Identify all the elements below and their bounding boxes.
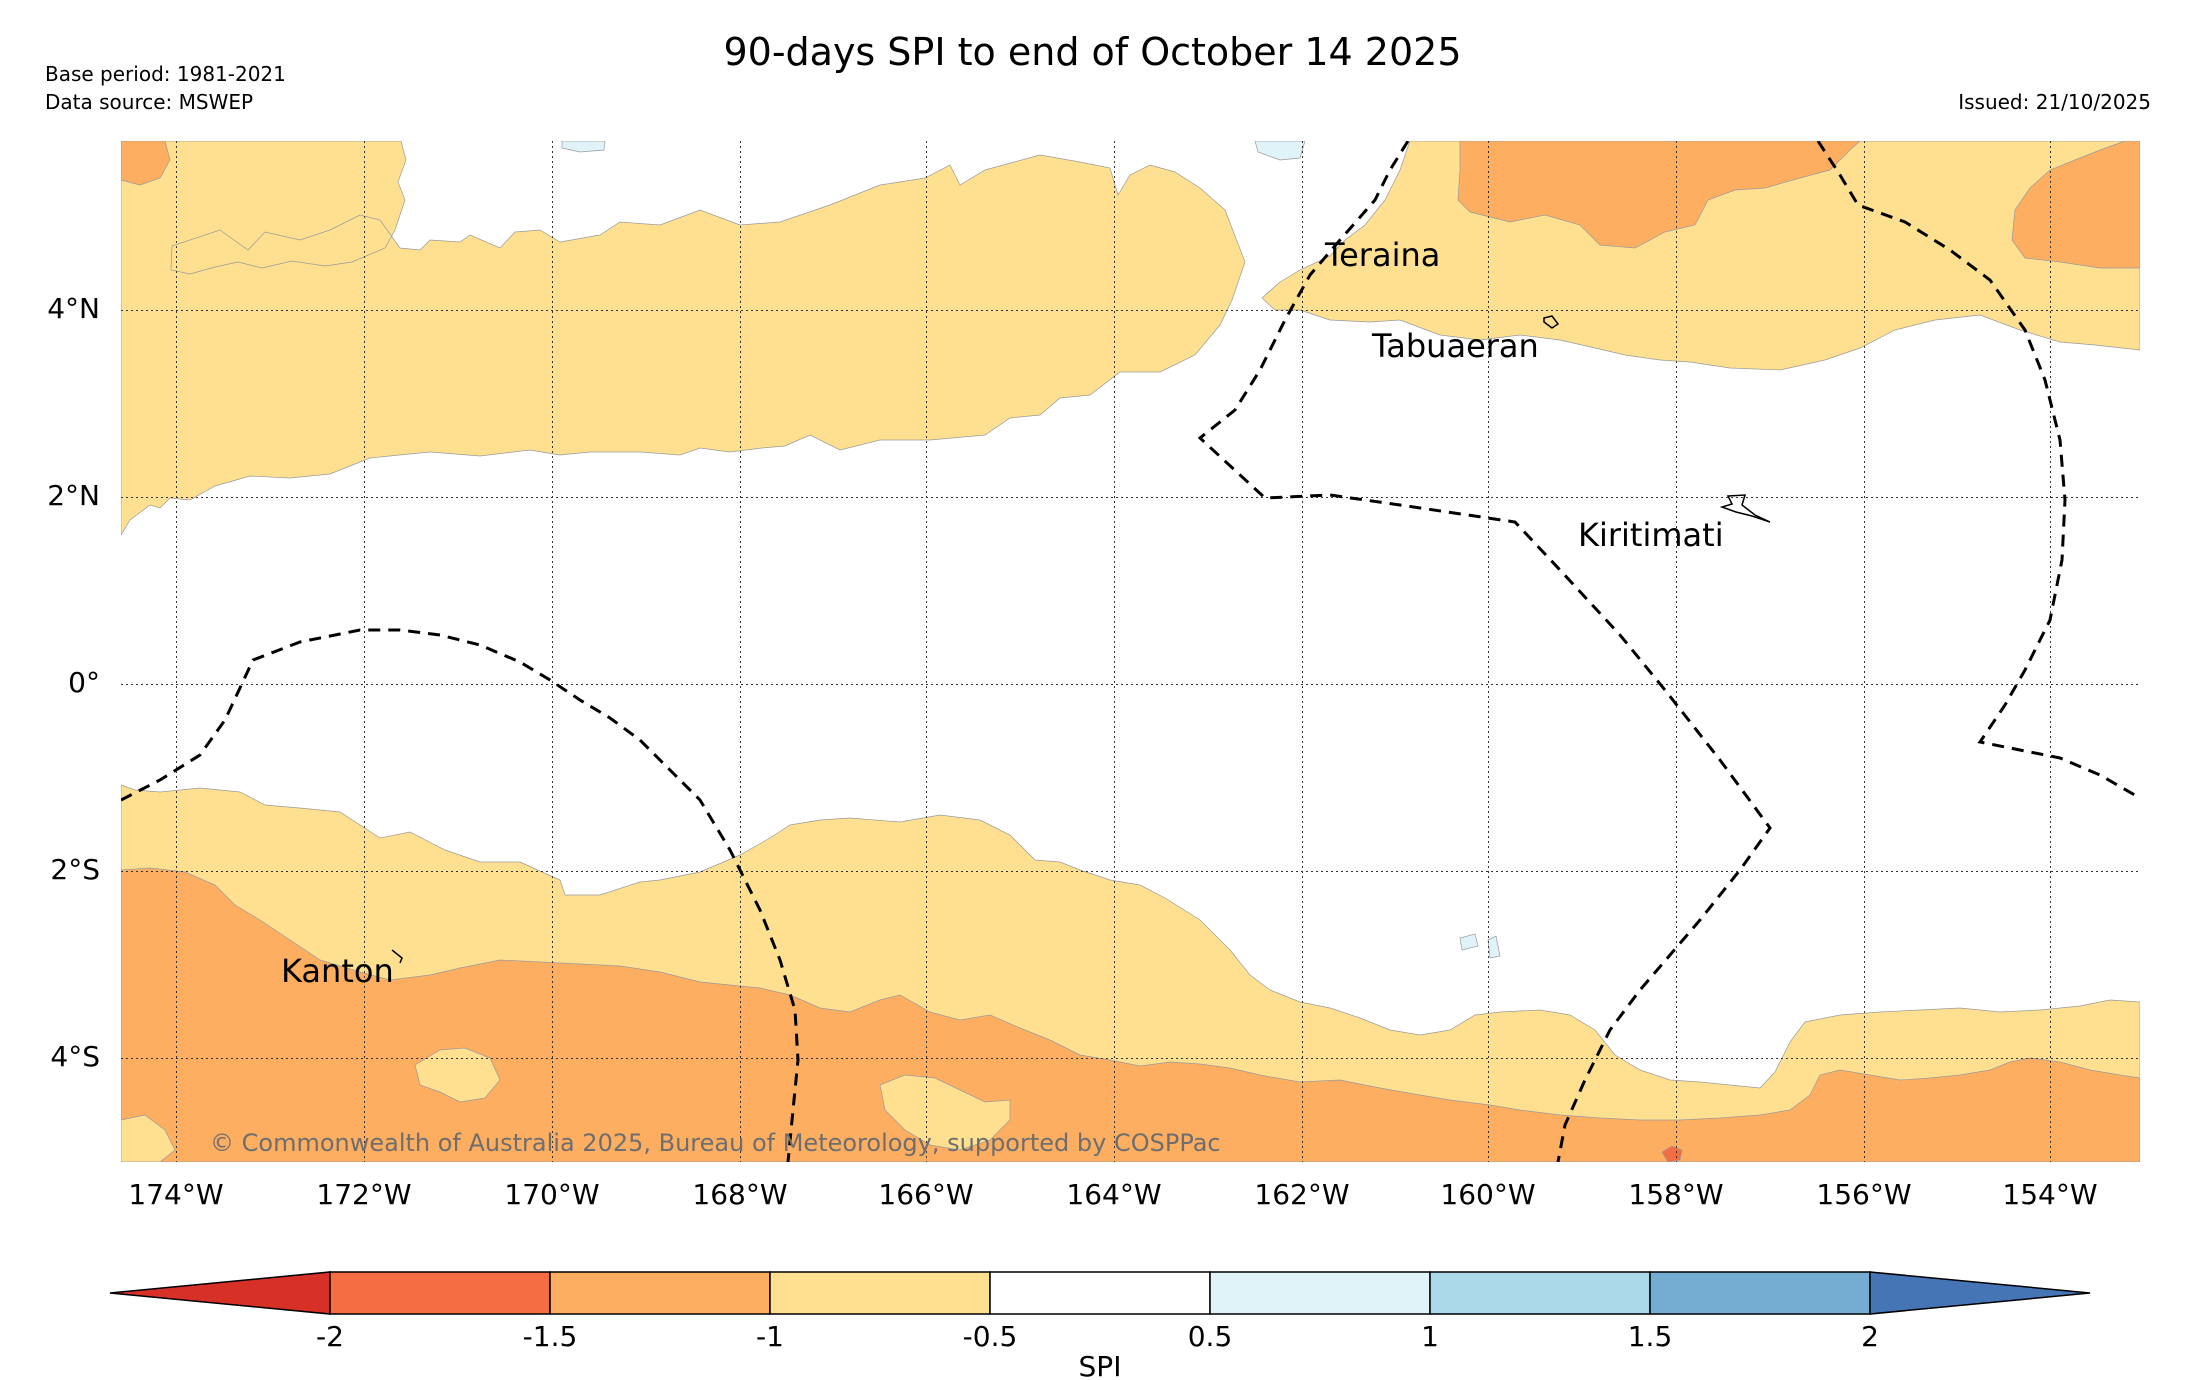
lon-label-164w: 164°W <box>1066 1178 1161 1211</box>
colorbar-label: SPI <box>1079 1350 1122 1380</box>
spi-region-south-yellow-hole-3 <box>121 1114 176 1162</box>
colorbar-segment-7 <box>1649 1271 1871 1315</box>
colorbar-tick-label: 1 <box>1421 1320 1439 1353</box>
colorbar-extend-high <box>1869 1271 2091 1315</box>
lon-label-172w: 172°W <box>316 1178 411 1211</box>
spi-region-wet-patch-4 <box>1487 935 1501 959</box>
colorbar-tick-label: -0.5 <box>963 1320 1018 1353</box>
spi-region-wet-patch-1 <box>561 141 606 153</box>
lat-label-4n: 4°N <box>47 292 100 325</box>
lon-label-168w: 168°W <box>692 1178 787 1211</box>
colorbar-tick-label: 2 <box>1861 1320 1879 1353</box>
spi-region-south-yellow-hole-1 <box>414 1047 501 1103</box>
colorbar-tick-label: 0.5 <box>1188 1320 1233 1353</box>
lat-label-0: 0° <box>68 666 100 699</box>
lon-label-162w: 162°W <box>1254 1178 1349 1211</box>
lat-label-4s: 4°S <box>50 1040 100 1073</box>
issued-date: Issued: 21/10/2025 <box>1958 90 2151 114</box>
place-label-tabuaeran: Tabuaeran <box>1371 327 1539 365</box>
colorbar-segment-5 <box>1209 1271 1431 1315</box>
lon-label-166w: 166°W <box>878 1178 973 1211</box>
lon-label-154w: 154°W <box>2002 1178 2097 1211</box>
lon-label-156w: 156°W <box>1816 1178 1911 1211</box>
island-outline-kanton <box>391 949 403 964</box>
place-label-teraina: Teraina <box>1324 236 1440 274</box>
eez-boundary-phoenix-islands <box>121 628 800 1162</box>
spi-region-nw-orange <box>121 141 171 186</box>
spi-map-area <box>121 141 2140 1162</box>
eez-boundary-line-islands <box>1816 141 2140 800</box>
colorbar-segment-4 <box>989 1271 1211 1315</box>
island-outline-kiritimati <box>1719 494 1771 523</box>
colorbar-segment-6 <box>1429 1271 1651 1315</box>
lon-label-160w: 160°W <box>1440 1178 1535 1211</box>
spi-region-north-band <box>121 141 1246 536</box>
base-period: Base period: 1981-2021 <box>45 62 286 86</box>
spi-region-north-east-orange <box>2011 141 2140 269</box>
spi-region-south-yellow-hole-2 <box>879 1074 1011 1151</box>
colorbar-segment-2 <box>549 1271 771 1315</box>
copyright-notice: © Commonwealth of Australia 2025, Bureau… <box>210 1129 1221 1157</box>
spi-region-wet-patch-2 <box>1254 141 1306 161</box>
colorbar-tick-label: -1 <box>756 1320 784 1353</box>
lon-label-158w: 158°W <box>1628 1178 1723 1211</box>
colorbar-tick-label: -2 <box>316 1320 344 1353</box>
map-title: 90-days SPI to end of October 14 2025 <box>723 30 1462 74</box>
eez-boundary-east <box>1197 141 1772 1162</box>
lon-label-174w: 174°W <box>128 1178 223 1211</box>
colorbar-tick-label: -1.5 <box>523 1320 578 1353</box>
meridian-gridlines <box>176 141 2051 1162</box>
lat-label-2s: 2°S <box>50 853 100 886</box>
colorbar-extend-low <box>109 1271 331 1315</box>
colorbar: -2 -1.5 -1 -0.5 0.5 1 1.5 2 SPI <box>109 1271 2091 1380</box>
colorbar-segment-3 <box>769 1271 991 1315</box>
colorbar-tick-label: 1.5 <box>1628 1320 1673 1353</box>
spi-region-north-orange <box>1457 141 1861 249</box>
parallel-gridlines <box>121 310 2140 1059</box>
spi-region-south-orange <box>121 867 2140 1162</box>
spi-region-wet-patch-3 <box>1459 933 1479 951</box>
lat-label-2n: 2°N <box>47 479 100 512</box>
data-source: Data source: MSWEP <box>45 90 254 114</box>
place-label-kanton: Kanton <box>281 952 394 990</box>
colorbar-segment-1 <box>329 1271 551 1315</box>
place-label-kiritimati: Kiritimati <box>1578 516 1724 554</box>
lon-label-170w: 170°W <box>504 1178 599 1211</box>
island-outline-tabuaeran <box>1543 315 1560 329</box>
